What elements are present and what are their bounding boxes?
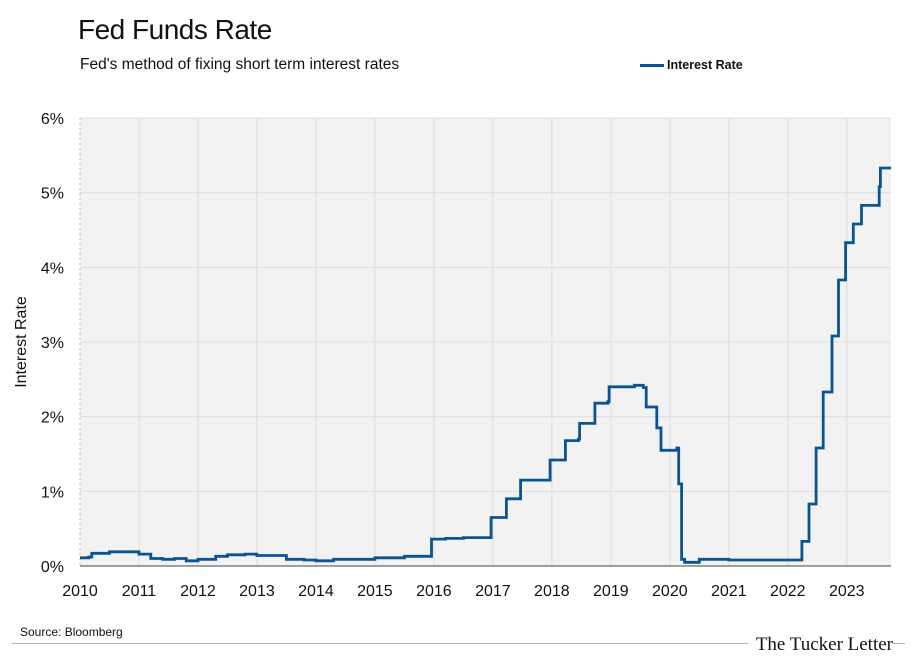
- x-tick-label: 2014: [298, 583, 334, 600]
- y-tick-label: 1%: [41, 484, 64, 501]
- x-tick-label: 2018: [534, 583, 570, 600]
- x-tick-label: 2010: [62, 583, 98, 600]
- chart-legend: Interest Rate: [640, 58, 743, 72]
- x-tick-label: 2015: [357, 583, 393, 600]
- line-chart: 0% 1% 2% 3% 4% 5% 6% 2010 2011 2012 2013 2014 2015 20…: [13, 111, 891, 600]
- x-tick-label: 2020: [652, 583, 688, 600]
- y-tick-label: 3%: [41, 335, 64, 352]
- x-tick-label: 2011: [122, 583, 157, 600]
- x-tick-label: 2016: [416, 583, 452, 600]
- chart-subtitle: Fed's method of fixing short term intere…: [80, 56, 400, 73]
- footer-divider: [12, 643, 905, 644]
- legend-line-swatch: [640, 63, 664, 67]
- x-tick-label: 2013: [239, 583, 275, 600]
- series-line-interest-rate: [80, 166, 891, 564]
- y-tick-label: 4%: [41, 260, 64, 277]
- brand-wordmark: The Tucker Letter: [747, 634, 893, 656]
- legend-label: Interest Rate: [667, 58, 743, 72]
- source-note: Source: Bloomberg: [20, 625, 123, 639]
- y-tick-label: 6%: [41, 111, 64, 128]
- y-tick-label: 2%: [41, 410, 64, 427]
- y-tick-label: 5%: [41, 186, 64, 203]
- x-tick-label: 2022: [770, 583, 806, 600]
- x-tick-label: 2012: [180, 583, 216, 600]
- x-tick-label: 2019: [593, 583, 629, 600]
- y-tick-label: 0%: [41, 559, 64, 576]
- chart-title: Fed Funds Rate: [78, 14, 272, 45]
- x-tick-label: 2017: [475, 583, 511, 600]
- y-axis-title: Interest Rate: [13, 296, 30, 388]
- x-tick-label: 2021: [711, 583, 747, 600]
- x-tick-label: 2023: [829, 583, 865, 600]
